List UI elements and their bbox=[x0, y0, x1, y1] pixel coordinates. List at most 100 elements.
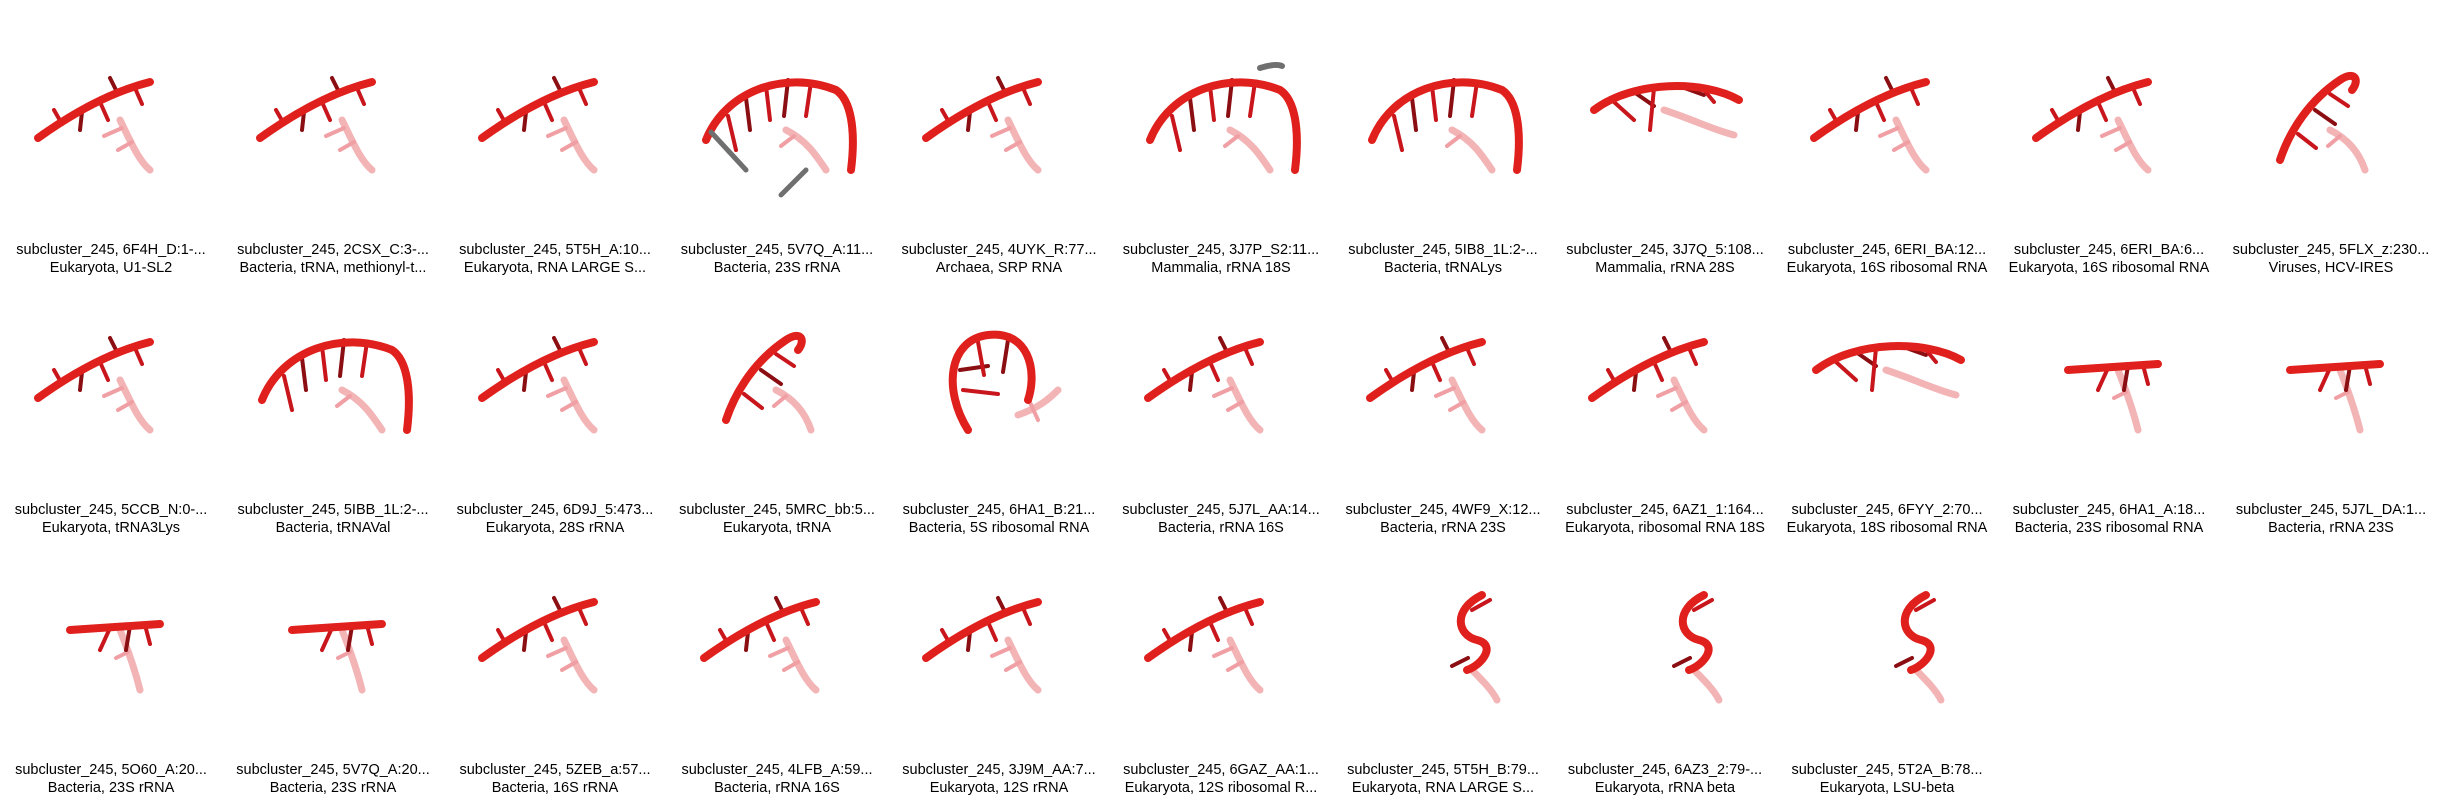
rna-structure-render bbox=[256, 76, 376, 174]
base-pair-rung bbox=[78, 110, 84, 132]
base-pair-rung bbox=[1212, 646, 1234, 658]
base-pair-rung bbox=[102, 126, 124, 138]
rna-structure-thumbnail bbox=[222, 20, 444, 200]
base-pair-rung bbox=[1188, 96, 1196, 132]
base-pair-rung bbox=[1248, 80, 1257, 118]
structure-title: subcluster_245, 3J9M_AA:7... bbox=[902, 762, 1096, 778]
structure-card[interactable]: subcluster_245, 3J9M_AA:7... Eukaryota, 1… bbox=[888, 540, 1110, 800]
structure-card[interactable]: subcluster_245, 5IBB_1L:2-... Bacteria, t… bbox=[222, 280, 444, 540]
base-pair-rung bbox=[799, 606, 810, 626]
base-pair-rung bbox=[961, 388, 1000, 396]
base-pair-rung bbox=[546, 646, 568, 658]
base-pair-rung bbox=[1465, 346, 1476, 366]
rna-structure-render bbox=[1368, 78, 1523, 174]
structure-card[interactable]: subcluster_245, 2CSX_C:3-... Bacteria, tR… bbox=[222, 20, 444, 280]
structure-title: subcluster_245, 5IBB_1L:2-... bbox=[237, 502, 429, 518]
base-pair-rung bbox=[976, 340, 986, 377]
structure-card[interactable]: subcluster_245, 5T5H_B:79... Eukaryota, R… bbox=[1332, 540, 1554, 800]
rna-structure-thumbnail bbox=[666, 540, 888, 720]
structure-card[interactable]: subcluster_245, 6AZ1_1:164... Eukaryota, … bbox=[1554, 280, 1776, 540]
structure-title: subcluster_245, 6AZ1_1:164... bbox=[1566, 502, 1764, 518]
faded-strand bbox=[116, 626, 144, 694]
base-pair-rung bbox=[1892, 140, 1910, 152]
structure-card[interactable]: subcluster_245, 5J7L_AA:14... Bacteria, r… bbox=[1110, 280, 1332, 540]
base-pair-rung bbox=[1392, 114, 1404, 152]
base-pair-rung bbox=[779, 134, 796, 148]
structure-card[interactable]: subcluster_245, 5T2A_B:78... Eukaryota, L… bbox=[1776, 540, 1998, 800]
structure-organism-label: Bacteria, tRNAVal bbox=[275, 520, 391, 536]
backbone-strand bbox=[1900, 591, 1935, 674]
base-pair-rung bbox=[1672, 656, 1692, 668]
structure-card[interactable]: subcluster_245, 6FYY_2:70... Eukaryota, 1… bbox=[1776, 280, 1998, 540]
base-pair-rung bbox=[2100, 126, 2122, 138]
base-pair-rung bbox=[1434, 386, 1456, 398]
structure-card[interactable]: subcluster_245, 6HA1_A:18... Bacteria, 23… bbox=[1998, 280, 2220, 540]
structure-card[interactable]: subcluster_245, 5FLX_z:230... Viruses, HC… bbox=[2220, 20, 2440, 280]
rna-structure-render bbox=[1894, 591, 1945, 704]
structure-card[interactable]: subcluster_245, 5IB8_1L:2-... Bacteria, t… bbox=[1332, 20, 1554, 280]
faded-strand bbox=[1690, 666, 1723, 704]
structure-title: subcluster_245, 5MRC_bb:5... bbox=[679, 502, 875, 518]
structure-card[interactable]: subcluster_245, 5O60_A:20... Bacteria, 23… bbox=[0, 540, 222, 800]
base-pair-rung bbox=[114, 650, 130, 660]
base-pair-rung bbox=[560, 400, 578, 412]
rna-structure-render bbox=[1144, 336, 1264, 434]
backbone-strand bbox=[478, 338, 598, 402]
structure-title: subcluster_245, 6ERI_BA:6... bbox=[2013, 242, 2205, 258]
structure-card[interactable]: subcluster_245, 5ZEB_a:57... Bacteria, 16… bbox=[444, 540, 666, 800]
base-pair-rung bbox=[560, 140, 578, 152]
gray-strand bbox=[1257, 61, 1285, 71]
structure-card[interactable]: subcluster_245, 5CCB_N:0-... Eukaryota, t… bbox=[0, 280, 222, 540]
base-pair-rung bbox=[546, 386, 568, 398]
faded-strand bbox=[1882, 366, 1960, 399]
structure-card[interactable]: subcluster_245, 4UYK_R:77... Archaea, SRP… bbox=[888, 20, 1110, 280]
backbone-strand bbox=[1144, 598, 1264, 662]
rna-structure-thumbnail bbox=[1554, 20, 1776, 200]
structure-organism-label: Eukaryota, 16S ribosomal RNA bbox=[1786, 260, 1988, 276]
structure-organism-label: Bacteria, 5S ribosomal RNA bbox=[908, 520, 1090, 536]
structure-card[interactable]: subcluster_245, 5MRC_bb:5... Eukaryota, t… bbox=[666, 280, 888, 540]
base-pair-rung bbox=[1208, 620, 1220, 642]
rna-structure-thumbnail bbox=[1776, 20, 1998, 200]
faded-strand bbox=[1448, 376, 1486, 434]
structure-card[interactable]: subcluster_245, 3J7Q_5:108... Mammalia, r… bbox=[1554, 20, 1776, 280]
backbone-strand bbox=[922, 78, 1042, 142]
structure-card[interactable]: subcluster_245, 6AZ3_2:79-... Eukaryota, … bbox=[1554, 540, 1776, 800]
structure-card[interactable]: subcluster_245, 6ERI_BA:6... Eukaryota, 1… bbox=[1998, 20, 2220, 280]
structure-card[interactable]: subcluster_245, 6D9J_5:473... Eukaryota, … bbox=[444, 280, 666, 540]
backbone-strand bbox=[2276, 71, 2360, 164]
structure-title: subcluster_245, 5IB8_1L:2-... bbox=[1348, 242, 1538, 258]
structure-card[interactable]: subcluster_245, 5J7L_DA:1... Bacteria, rR… bbox=[2220, 280, 2440, 540]
structure-card[interactable]: subcluster_245, 5T5H_A:10... Eukaryota, R… bbox=[444, 20, 666, 280]
structure-title: subcluster_245, 5CCB_N:0-... bbox=[14, 502, 208, 518]
base-pair-rung bbox=[1652, 360, 1664, 382]
structure-organism-label: Eukaryota, ribosomal RNA 18S bbox=[1565, 520, 1765, 536]
structure-title: subcluster_245, 6GAZ_AA:1... bbox=[1123, 762, 1319, 778]
base-pair-rung bbox=[2334, 390, 2350, 400]
faded-strand bbox=[1004, 116, 1042, 174]
backbone-strand bbox=[722, 331, 806, 424]
base-pair-rung bbox=[764, 620, 776, 642]
structure-title: subcluster_245, 5O60_A:20... bbox=[15, 762, 207, 778]
base-pair-rung bbox=[98, 626, 112, 652]
faded-strand bbox=[2326, 126, 2369, 174]
structure-card[interactable]: subcluster_245, 6F4H_D:1-... Eukaryota, U… bbox=[0, 20, 222, 280]
backbone-strand bbox=[1812, 342, 1965, 374]
base-pair-rung bbox=[759, 368, 783, 386]
structure-card[interactable]: subcluster_245, 4LFB_A:59... Bacteria, rR… bbox=[666, 540, 888, 800]
backbone-strand bbox=[700, 598, 820, 662]
structure-card[interactable]: subcluster_245, 6HA1_B:21... Bacteria, 5S… bbox=[888, 280, 1110, 540]
base-pair-rung bbox=[1914, 598, 1936, 612]
structure-card[interactable]: subcluster_245, 6ERI_BA:12... Eukaryota, … bbox=[1776, 20, 1998, 280]
structure-organism-label: Bacteria, rRNA 16S bbox=[1158, 520, 1284, 536]
structure-card[interactable]: subcluster_245, 4WF9_X:12... Bacteria, rR… bbox=[1332, 280, 1554, 540]
backbone-strand bbox=[1366, 338, 1486, 402]
structure-card[interactable]: subcluster_245, 5V7Q_A:11... Bacteria, 23… bbox=[666, 20, 888, 280]
rna-structure-render bbox=[922, 596, 1042, 694]
structure-card[interactable]: subcluster_245, 6GAZ_AA:1... Eukaryota, 1… bbox=[1110, 540, 1332, 800]
rna-structure-render bbox=[1590, 82, 1743, 139]
structure-card[interactable]: subcluster_245, 5V7Q_A:20... Bacteria, 23… bbox=[222, 540, 444, 800]
structure-card[interactable]: subcluster_245, 3J7P_S2:11... Mammalia, r… bbox=[1110, 20, 1332, 280]
rna-structure-render bbox=[700, 596, 820, 694]
base-pair-rung bbox=[300, 356, 308, 392]
